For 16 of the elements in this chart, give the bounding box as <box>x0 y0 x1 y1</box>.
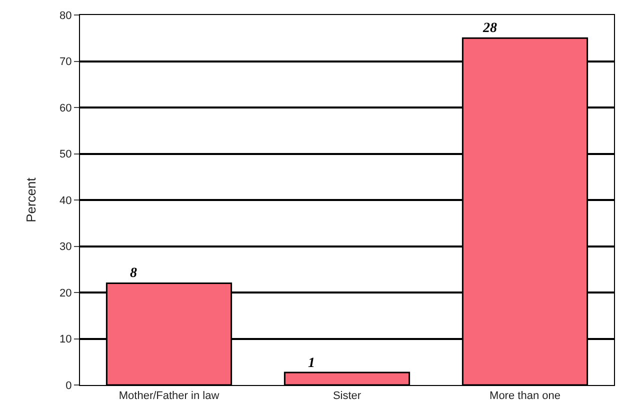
x-tick-label: Mother/Father in law <box>118 390 220 402</box>
y-tick-label: 60 <box>60 102 72 114</box>
x-tick-label: More than one <box>490 390 560 402</box>
y-axis-title: Percent <box>24 177 38 222</box>
y-tick-label: 50 <box>60 148 72 161</box>
y-tick-label: 70 <box>60 56 72 68</box>
y-tick-label: 80 <box>60 10 72 22</box>
annotation: 28 <box>482 21 497 36</box>
y-tick-label: 20 <box>60 287 72 300</box>
x-tick-label: Sister <box>332 390 362 402</box>
y-tick-label: 10 <box>60 334 72 346</box>
annotation: 8 <box>130 266 137 281</box>
y-tick-label: 0 <box>66 380 72 392</box>
y-tick-label: 30 <box>60 241 72 254</box>
annotation: 1 <box>308 356 315 371</box>
y-tick-label: 40 <box>60 194 72 207</box>
